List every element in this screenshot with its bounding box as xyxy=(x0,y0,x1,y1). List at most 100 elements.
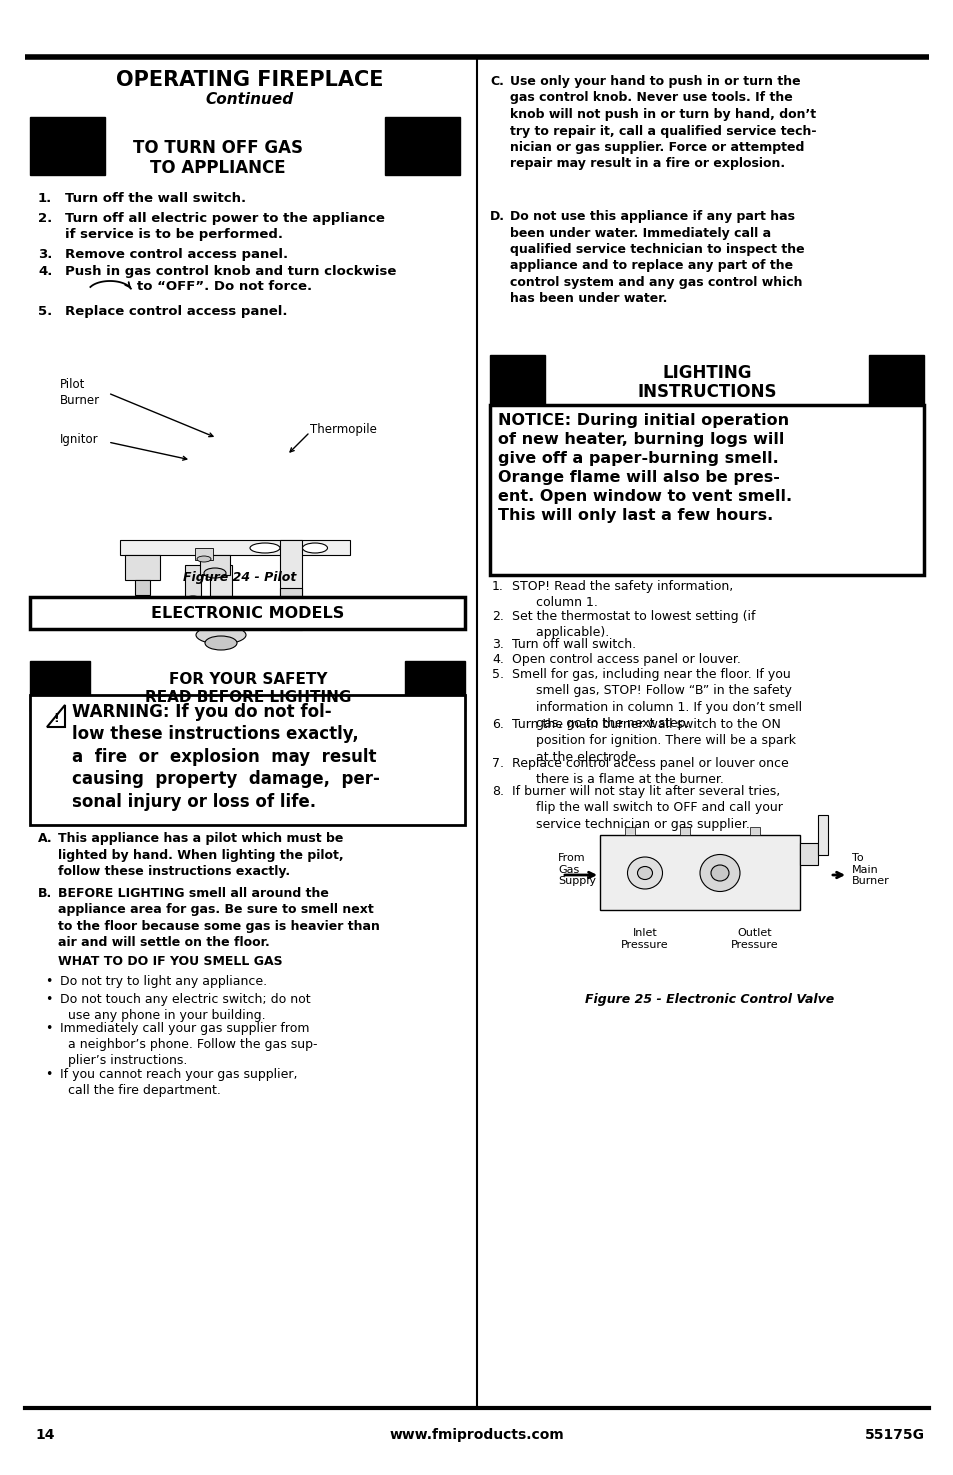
Text: A.: A. xyxy=(38,832,52,845)
Text: Continued: Continued xyxy=(206,93,294,108)
Bar xyxy=(679,827,689,835)
Text: 3.: 3. xyxy=(38,248,52,261)
Text: •: • xyxy=(45,993,52,1006)
Text: Immediately call your gas supplier from
  a neighbor’s phone. Follow the gas sup: Immediately call your gas supplier from … xyxy=(60,1022,317,1068)
Ellipse shape xyxy=(700,854,740,891)
Bar xyxy=(200,555,230,575)
Text: Inlet
Pressure: Inlet Pressure xyxy=(620,928,668,950)
Text: Burner: Burner xyxy=(60,394,100,407)
Text: Do not try to light any appliance.: Do not try to light any appliance. xyxy=(60,975,267,988)
Text: TO APPLIANCE: TO APPLIANCE xyxy=(150,159,286,177)
Bar xyxy=(125,555,160,580)
Bar xyxy=(817,816,827,856)
Ellipse shape xyxy=(196,556,211,562)
Bar xyxy=(749,827,760,835)
Ellipse shape xyxy=(710,864,728,881)
Bar xyxy=(185,565,201,600)
Text: 55175G: 55175G xyxy=(864,1428,924,1443)
Ellipse shape xyxy=(627,857,661,889)
Text: To
Main
Burner: To Main Burner xyxy=(851,853,889,886)
Text: WARNING: If you do not fol-
low these instructions exactly,
a  fire  or  explosi: WARNING: If you do not fol- low these in… xyxy=(71,704,379,811)
Text: Use only your hand to push in or turn the
gas control knob. Never use tools. If : Use only your hand to push in or turn th… xyxy=(510,75,816,171)
Text: •: • xyxy=(45,1022,52,1035)
Text: LIGHTING: LIGHTING xyxy=(661,364,751,382)
Bar xyxy=(490,355,544,406)
Text: Do not touch any electric switch; do not
  use any phone in your building.: Do not touch any electric switch; do not… xyxy=(60,993,311,1022)
Text: Thermopile: Thermopile xyxy=(310,423,376,437)
Bar xyxy=(135,580,150,594)
Text: Set the thermostat to lowest setting (if
      applicable).: Set the thermostat to lowest setting (if… xyxy=(512,611,755,639)
Bar xyxy=(30,117,105,176)
Ellipse shape xyxy=(185,596,201,603)
Bar xyxy=(280,540,302,630)
Text: B.: B. xyxy=(38,886,52,900)
Bar xyxy=(405,661,464,711)
Text: 2.: 2. xyxy=(38,212,52,226)
Text: if service is to be performed.: if service is to be performed. xyxy=(65,229,283,240)
Bar xyxy=(30,661,90,711)
Text: 7.: 7. xyxy=(492,757,503,770)
Text: 5.: 5. xyxy=(492,668,503,681)
Bar xyxy=(210,565,232,636)
Text: 4.: 4. xyxy=(492,653,503,667)
Text: 14: 14 xyxy=(35,1428,54,1443)
Bar xyxy=(194,549,213,560)
Text: TO TURN OFF GAS: TO TURN OFF GAS xyxy=(132,139,303,156)
Text: Turn off wall switch.: Turn off wall switch. xyxy=(512,639,636,650)
Text: NOTICE: During initial operation
of new heater, burning logs will
give off a pap: NOTICE: During initial operation of new … xyxy=(497,413,791,522)
Text: Smell for gas, including near the floor. If you
      smell gas, STOP! Follow “B: Smell for gas, including near the floor.… xyxy=(512,668,801,730)
Text: Remove control access panel.: Remove control access panel. xyxy=(65,248,288,261)
Text: •: • xyxy=(45,975,52,988)
Bar xyxy=(385,117,459,176)
Text: Open control access panel or louver.: Open control access panel or louver. xyxy=(512,653,740,667)
Text: Figure 25 - Electronic Control Valve: Figure 25 - Electronic Control Valve xyxy=(585,994,834,1006)
Bar xyxy=(624,827,635,835)
Ellipse shape xyxy=(204,568,226,578)
Text: Outlet
Pressure: Outlet Pressure xyxy=(730,928,778,950)
Text: Push in gas control knob and turn clockwise: Push in gas control knob and turn clockw… xyxy=(65,266,395,277)
Text: Figure 24 - Pilot: Figure 24 - Pilot xyxy=(183,571,296,584)
Text: READ BEFORE LIGHTING: READ BEFORE LIGHTING xyxy=(145,689,351,705)
Ellipse shape xyxy=(302,543,327,553)
Text: FOR YOUR SAFETY: FOR YOUR SAFETY xyxy=(169,671,327,686)
Text: www.fmiproducts.com: www.fmiproducts.com xyxy=(389,1428,564,1443)
Text: WHAT TO DO IF YOU SMELL GAS: WHAT TO DO IF YOU SMELL GAS xyxy=(58,954,282,968)
Text: Turn off all electric power to the appliance: Turn off all electric power to the appli… xyxy=(65,212,384,226)
Text: •: • xyxy=(45,1068,52,1081)
Text: STOP! Read the safety information,
      column 1.: STOP! Read the safety information, colum… xyxy=(512,580,733,609)
Text: 1.: 1. xyxy=(492,580,503,593)
Text: to “OFF”. Do not force.: to “OFF”. Do not force. xyxy=(137,280,312,294)
Text: INSTRUCTIONS: INSTRUCTIONS xyxy=(637,384,776,401)
Ellipse shape xyxy=(637,866,652,879)
Bar xyxy=(30,597,464,628)
Text: 3.: 3. xyxy=(492,639,503,650)
Text: If you cannot reach your gas supplier,
  call the fire department.: If you cannot reach your gas supplier, c… xyxy=(60,1068,297,1097)
Bar xyxy=(120,540,350,555)
Text: This appliance has a pilot which must be
lighted by hand. When lighting the pilo: This appliance has a pilot which must be… xyxy=(58,832,343,878)
Text: !: ! xyxy=(53,711,59,724)
Text: 1.: 1. xyxy=(38,192,52,205)
Bar xyxy=(280,589,302,611)
Text: D.: D. xyxy=(490,209,504,223)
Text: ELECTRONIC MODELS: ELECTRONIC MODELS xyxy=(152,606,344,621)
Text: 8.: 8. xyxy=(492,785,503,798)
Bar xyxy=(868,355,923,406)
Text: Do not use this appliance if any part has
been under water. Immediately call a
q: Do not use this appliance if any part ha… xyxy=(510,209,803,305)
Text: Ignitor: Ignitor xyxy=(60,434,98,447)
Bar xyxy=(490,406,923,575)
Text: If burner will not stay lit after several tries,
      flip the wall switch to O: If burner will not stay lit after severa… xyxy=(512,785,782,830)
Text: Replace control access panel.: Replace control access panel. xyxy=(65,305,287,319)
Text: OPERATING FIREPLACE: OPERATING FIREPLACE xyxy=(116,69,383,90)
Bar xyxy=(800,844,817,864)
Text: 4.: 4. xyxy=(38,266,52,277)
Text: Pilot: Pilot xyxy=(60,379,85,391)
Ellipse shape xyxy=(250,543,280,553)
Text: 2.: 2. xyxy=(492,611,503,622)
Polygon shape xyxy=(47,705,65,727)
Text: BEFORE LIGHTING smell all around the
appliance area for gas. Be sure to smell ne: BEFORE LIGHTING smell all around the app… xyxy=(58,886,379,950)
Text: C.: C. xyxy=(490,75,503,88)
Bar xyxy=(30,695,464,825)
Text: Replace control access panel or louver once
      there is a flame at the burner: Replace control access panel or louver o… xyxy=(512,757,788,786)
Ellipse shape xyxy=(195,625,246,645)
Text: 6.: 6. xyxy=(492,718,503,732)
